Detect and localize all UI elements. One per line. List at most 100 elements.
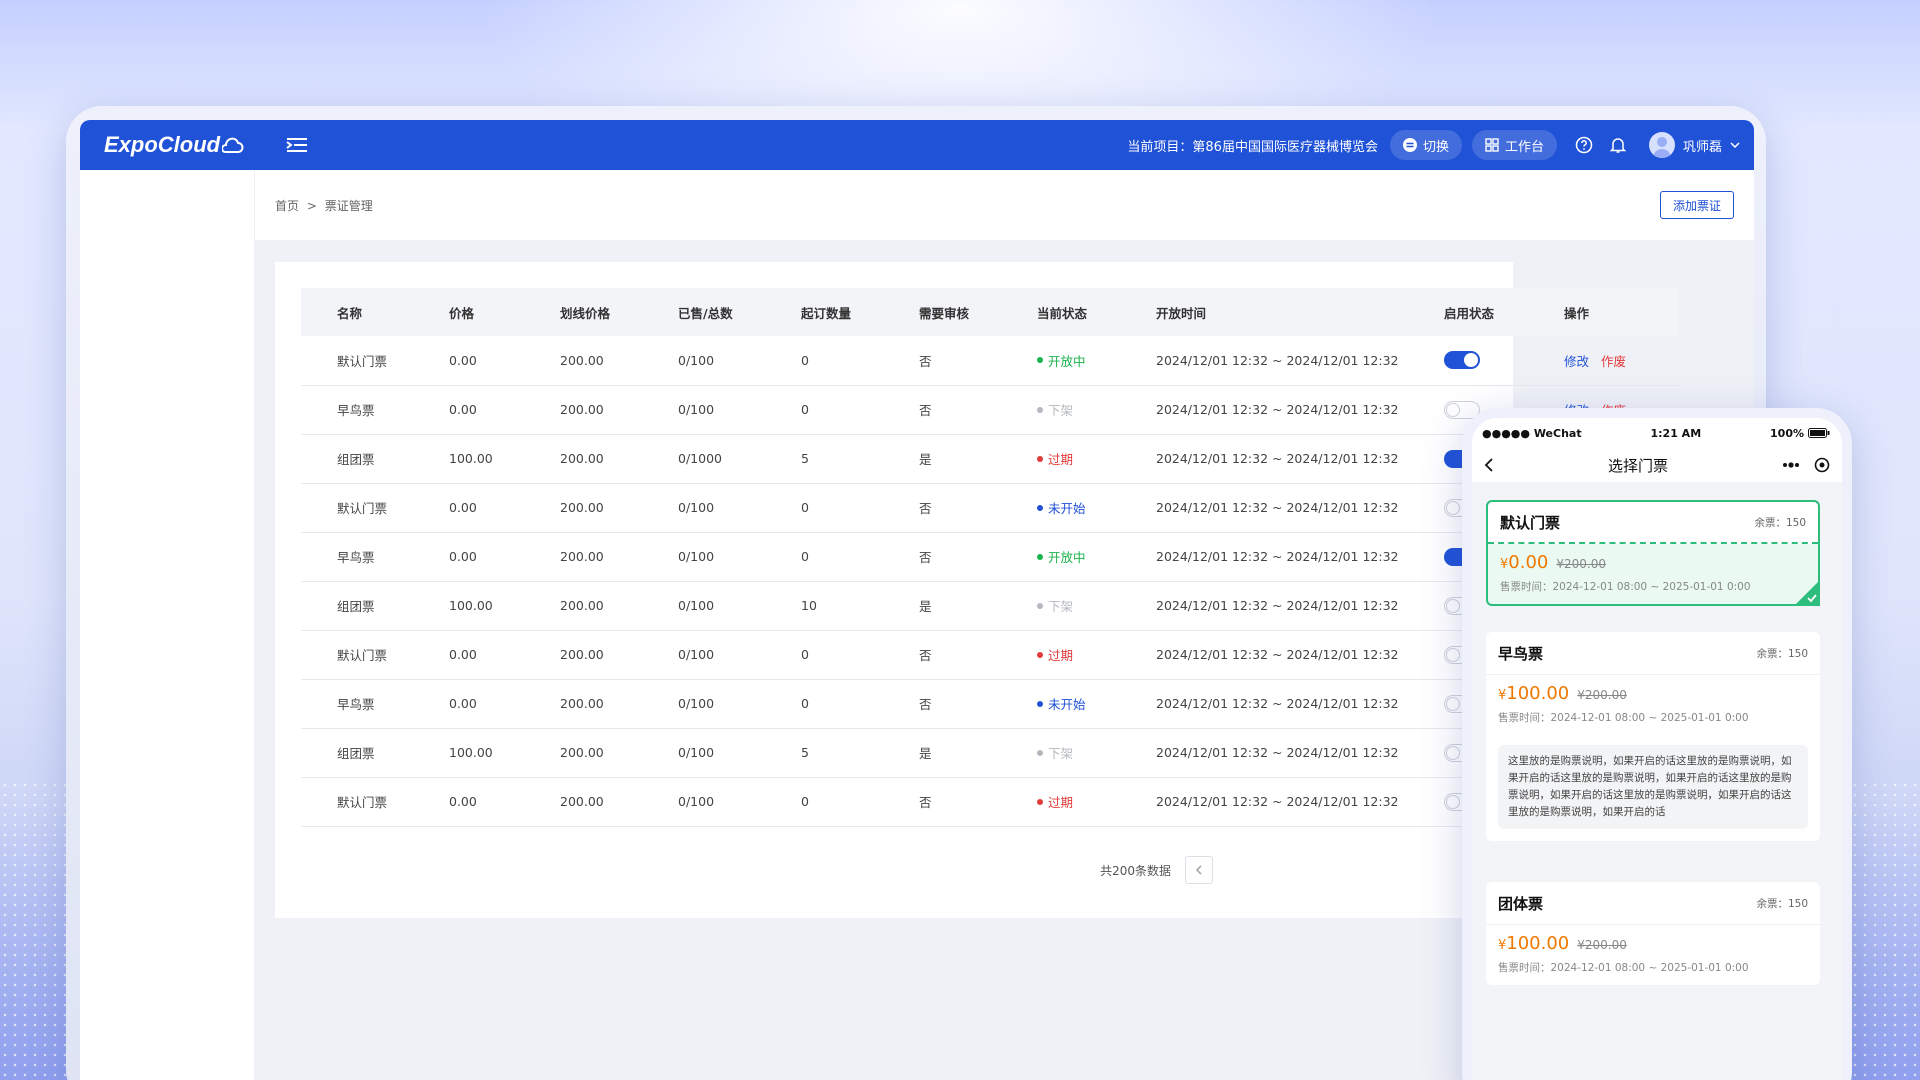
- status-badge: 过期: [1037, 792, 1073, 811]
- cell-price: 0.00: [419, 532, 524, 582]
- cell-min-qty: 0: [765, 679, 883, 729]
- breadcrumb-home[interactable]: 首页: [275, 198, 300, 213]
- cell-name: 组团票: [301, 728, 419, 778]
- cell-review: 否: [883, 336, 1001, 386]
- cell-open-time: 2024/12/01 12:32 ~ 2024/12/01 12:32: [1120, 777, 1408, 827]
- cell-sold-total: 0/100: [642, 336, 765, 386]
- cell-sold-total: 0/100: [642, 679, 765, 729]
- cell-price: 100.00: [419, 581, 524, 631]
- cell-list-price: 200.00: [524, 434, 642, 484]
- bell-icon[interactable]: [1607, 134, 1629, 156]
- prev-page-button[interactable]: [1185, 856, 1213, 884]
- cell-open-time: 2024/12/01 12:32 ~ 2024/12/01 12:32: [1120, 385, 1408, 435]
- col-header-list-price: 划线价格: [560, 305, 611, 321]
- cell-open-time: 2024/12/01 12:32 ~ 2024/12/01 12:32: [1120, 336, 1408, 386]
- cell-name: 默认门票: [301, 483, 419, 533]
- status-badge: 未开始: [1037, 498, 1086, 517]
- cell-status: 未开始: [1001, 483, 1120, 533]
- close-target-icon[interactable]: [1814, 457, 1830, 473]
- cell-sold-total: 0/100: [642, 630, 765, 680]
- status-dot: [1037, 553, 1043, 560]
- workspace-button[interactable]: 工作台: [1471, 130, 1557, 160]
- ticket-option-selected[interactable]: 默认门票 余票：150 ¥0.00 ¥200.00 售票时间：2024-12-01…: [1486, 500, 1820, 606]
- cell-status: 过期: [1001, 434, 1120, 484]
- edit-link[interactable]: 修改: [1564, 353, 1590, 369]
- cell-open-time: 2024/12/01 12:32 ~ 2024/12/01 12:32: [1120, 728, 1408, 778]
- col-header-price: 价格: [449, 305, 475, 321]
- cell-review: 否: [883, 679, 1001, 729]
- status-badge: 开放中: [1037, 351, 1086, 370]
- back-arrow-icon[interactable]: [1484, 457, 1494, 473]
- status-text: 下架: [1048, 403, 1074, 418]
- cell-min-qty: 0: [765, 336, 883, 386]
- cell-list-price: 200.00: [524, 336, 642, 386]
- cell-price: 0.00: [419, 483, 524, 533]
- ticket-old-price: ¥200.00: [1577, 938, 1627, 952]
- cell-price: 0.00: [419, 777, 524, 827]
- cell-review: 是: [883, 434, 1001, 484]
- add-ticket-button[interactable]: 添加票证: [1659, 191, 1734, 219]
- enabled-toggle[interactable]: [1444, 351, 1480, 370]
- breadcrumb-current: 票证管理: [324, 198, 373, 213]
- cell-status: 下架: [1001, 728, 1120, 778]
- void-link[interactable]: 作废: [1601, 353, 1627, 369]
- status-dot: [1037, 602, 1043, 609]
- cell-status: 开放中: [1001, 532, 1120, 582]
- col-header-status: 当前状态: [1037, 305, 1088, 321]
- cell-min-qty: 5: [765, 728, 883, 778]
- cell-list-price: 200.00: [524, 483, 642, 533]
- status-text: 开放中: [1048, 550, 1086, 565]
- phone-nav-bar: 选择门票: [1472, 448, 1842, 482]
- cell-name: 早鸟票: [301, 532, 419, 582]
- cell-price: 0.00: [419, 336, 524, 386]
- col-header-min-qty: 起订数量: [801, 305, 852, 321]
- cell-status: 过期: [1001, 630, 1120, 680]
- cell-name: 组团票: [301, 581, 419, 631]
- status-text: 开放中: [1048, 353, 1086, 369]
- cell-name: 早鸟票: [301, 385, 419, 435]
- ticket-option[interactable]: 团体票 余票：150 ¥100.00 ¥200.00 售票时间：2024-12-0…: [1486, 882, 1820, 985]
- switch-project-button[interactable]: 切换: [1389, 130, 1462, 160]
- user-name: 巩师磊: [1682, 139, 1722, 155]
- cell-name: 默认门票: [301, 336, 419, 386]
- cell-list-price: 200.00: [524, 385, 642, 435]
- total-count: 共200条数据: [1100, 863, 1171, 878]
- cell-min-qty: 10: [765, 581, 883, 631]
- status-dot: [1037, 798, 1043, 805]
- cell-min-qty: 0: [765, 483, 883, 533]
- status-badge: 过期: [1037, 645, 1073, 664]
- cell-sold-total: 0/100: [642, 728, 765, 778]
- chevron-down-icon: [1730, 142, 1740, 148]
- cell-review: 否: [883, 532, 1001, 582]
- cell-review: 否: [883, 385, 1001, 435]
- more-icon[interactable]: [1782, 462, 1800, 468]
- cell-status: 下架: [1001, 581, 1120, 631]
- enabled-toggle[interactable]: [1444, 400, 1480, 419]
- breadcrumb: 首页 > 票证管理: [275, 197, 373, 214]
- ticket-option[interactable]: 早鸟票 余票：150 ¥100.00 ¥200.00 售票时间：2024-12-0…: [1486, 632, 1820, 841]
- col-header-open-time: 开放时间: [1156, 305, 1207, 321]
- status-text: 下架: [1048, 746, 1074, 761]
- cell-price: 100.00: [419, 434, 524, 484]
- help-icon[interactable]: [1573, 134, 1595, 156]
- page-header: 首页 > 票证管理 添加票证: [255, 170, 1754, 240]
- cell-name: 早鸟票: [301, 679, 419, 729]
- brand-logo[interactable]: ExpoCloud: [104, 132, 244, 158]
- status-dot: [1037, 651, 1043, 658]
- ticket-remaining: 余票：150: [1756, 647, 1808, 660]
- cell-sold-total: 0/100: [642, 581, 765, 631]
- cell-status: 未开始: [1001, 679, 1120, 729]
- cell-open-time: 2024/12/01 12:32 ~ 2024/12/01 12:32: [1120, 581, 1408, 631]
- cell-open-time: 2024/12/01 12:32 ~ 2024/12/01 12:32: [1120, 483, 1408, 533]
- cell-review: 否: [883, 777, 1001, 827]
- user-menu[interactable]: 巩师磊: [1648, 132, 1740, 158]
- battery-percent: 100%: [1770, 426, 1804, 440]
- ticket-sale-time: 售票时间：2024-12-01 08:00 ~ 2025-01-01 0:00: [1498, 712, 1749, 724]
- menu-collapse-icon[interactable]: [286, 136, 308, 154]
- cloud-icon: [222, 137, 244, 153]
- ticket-remaining: 余票：150: [1756, 897, 1808, 910]
- status-badge: 过期: [1037, 449, 1073, 468]
- cell-price: 0.00: [419, 679, 524, 729]
- mini-program-screen: ●●●●● WeChat 1:21 AM 100% 选择门票 默认门票 余票：1…: [1472, 418, 1842, 1080]
- col-header-enabled: 启用状态: [1444, 305, 1495, 321]
